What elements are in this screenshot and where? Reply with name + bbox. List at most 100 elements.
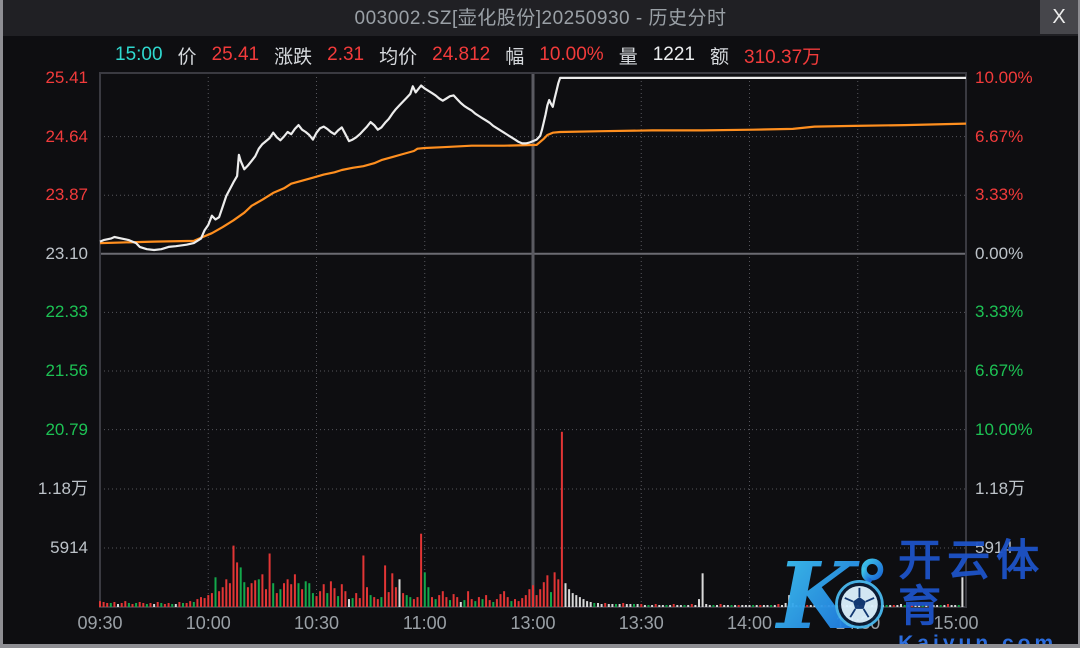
pct-tick-label: 3.33% bbox=[975, 302, 1024, 322]
volume-bar bbox=[734, 605, 737, 607]
volume-bar bbox=[99, 601, 101, 607]
volume-bar bbox=[391, 573, 394, 607]
pct-tick-label: 10.00% bbox=[975, 419, 1033, 439]
volume-bar bbox=[113, 602, 116, 607]
volume-bar bbox=[503, 591, 506, 607]
volume-bar bbox=[210, 593, 213, 607]
volume-bar bbox=[679, 605, 682, 607]
volume-bar bbox=[831, 605, 834, 607]
volume-bar bbox=[550, 592, 552, 607]
volume-bar bbox=[568, 589, 571, 607]
volume-bar bbox=[546, 575, 549, 607]
volume-bar bbox=[275, 593, 278, 607]
volume-bar bbox=[882, 605, 884, 607]
volume-bar bbox=[936, 605, 939, 607]
volume-bar bbox=[416, 597, 419, 607]
volume-bar bbox=[214, 577, 217, 607]
volume-bar bbox=[254, 580, 257, 607]
volume-bar bbox=[153, 604, 156, 607]
change-label: 涨跌 bbox=[274, 46, 313, 68]
volume-bar bbox=[283, 583, 285, 607]
volume-bar bbox=[203, 598, 206, 607]
volume-tick-label: 1.18万 bbox=[975, 479, 1026, 498]
volume-bar bbox=[947, 604, 949, 607]
time-tick-label: 15:00 bbox=[933, 613, 979, 633]
volume-bar bbox=[824, 605, 827, 607]
amount-value: 310.37万 bbox=[744, 46, 822, 68]
volume-bar bbox=[402, 593, 405, 607]
intraday-chart[interactable] bbox=[3, 0, 1080, 648]
volume-bar bbox=[474, 601, 477, 607]
volume-bar bbox=[456, 597, 459, 607]
volume-bar bbox=[618, 604, 621, 607]
volume-bar bbox=[127, 603, 130, 607]
volume-bar bbox=[250, 583, 253, 607]
volume-bar bbox=[185, 603, 188, 607]
volume-bar bbox=[225, 579, 228, 607]
volume-bar bbox=[589, 602, 592, 607]
volume-bar bbox=[438, 595, 441, 607]
volume-bar bbox=[355, 593, 358, 607]
volume-bar bbox=[817, 605, 820, 607]
volume-bar bbox=[845, 605, 848, 607]
volume-bar bbox=[470, 599, 473, 607]
volume-bar bbox=[726, 605, 729, 607]
volume-bar bbox=[669, 605, 672, 607]
volume-bar bbox=[315, 596, 318, 607]
time-tick-label: 10:00 bbox=[185, 613, 231, 633]
quote-time: 15:00 bbox=[115, 44, 163, 65]
volume-bar bbox=[463, 600, 466, 607]
volume-bar bbox=[333, 588, 336, 607]
volume-bar bbox=[142, 603, 145, 607]
volume-bar bbox=[950, 605, 953, 607]
volume-bar bbox=[762, 605, 765, 607]
volume-bar bbox=[308, 583, 311, 607]
volume-bar bbox=[687, 605, 690, 607]
volume-bar bbox=[813, 605, 816, 607]
volume-bar bbox=[293, 574, 296, 607]
volume-bar bbox=[788, 595, 791, 607]
volume-bar bbox=[286, 579, 289, 607]
volume-bar bbox=[218, 591, 221, 607]
volume-bar bbox=[163, 604, 166, 607]
volume-bar bbox=[939, 605, 942, 607]
volume-bar bbox=[795, 605, 798, 607]
volume-tick-label: 5914 bbox=[50, 538, 88, 557]
volume-bar bbox=[665, 605, 668, 607]
volume-bar bbox=[849, 605, 852, 607]
volume-bar bbox=[770, 605, 773, 607]
volume-bar bbox=[892, 605, 895, 607]
volume-bar bbox=[477, 597, 480, 607]
volume-bar bbox=[928, 605, 931, 607]
volume-bar bbox=[348, 599, 350, 607]
price-tick-label: 21.56 bbox=[45, 361, 88, 380]
volume-bar bbox=[860, 605, 863, 607]
volume-bar bbox=[586, 601, 589, 607]
volume-bar bbox=[182, 603, 184, 607]
volume-bar bbox=[279, 589, 282, 607]
change-value: 2.31 bbox=[327, 44, 365, 65]
volume-bar bbox=[387, 592, 390, 607]
volume-bar bbox=[712, 605, 715, 607]
volume-bar bbox=[560, 431, 563, 607]
price-label: 价 bbox=[177, 46, 197, 68]
volume-bar bbox=[506, 597, 509, 607]
volume-bar bbox=[488, 600, 491, 607]
volume-bar bbox=[705, 604, 708, 607]
volume-bar bbox=[344, 591, 347, 607]
volume-bar bbox=[871, 605, 874, 607]
volume-tick-label: 1.18万 bbox=[37, 479, 88, 498]
volume-bar bbox=[954, 605, 957, 607]
volume-bar bbox=[268, 553, 271, 607]
pct-tick-label: 10.00% bbox=[975, 68, 1033, 87]
volume-bar bbox=[405, 595, 408, 607]
volume-bar bbox=[744, 605, 747, 607]
close-button[interactable]: X bbox=[1040, 0, 1078, 34]
volume-bar bbox=[838, 605, 841, 607]
volume-bar bbox=[943, 605, 946, 607]
volume-bar bbox=[362, 555, 365, 607]
volume-bar bbox=[167, 603, 170, 607]
volume-bar bbox=[647, 605, 650, 607]
price-tick-label: 23.10 bbox=[45, 243, 88, 263]
